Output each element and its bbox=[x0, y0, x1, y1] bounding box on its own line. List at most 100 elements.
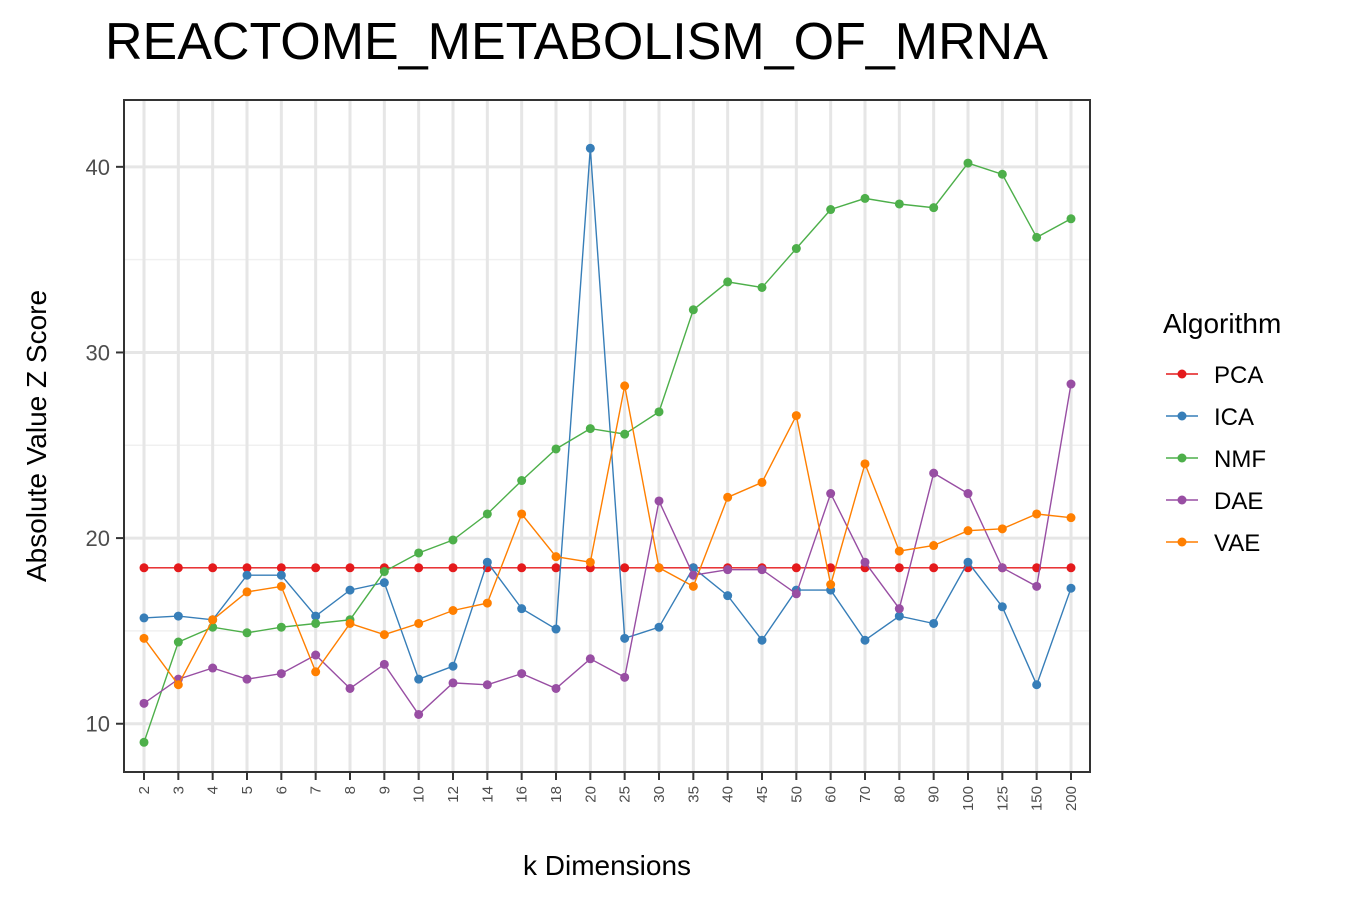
data-point-dae bbox=[448, 678, 458, 688]
x-tick-label: 4 bbox=[205, 786, 222, 794]
data-point-vae bbox=[723, 492, 733, 502]
data-point-dae bbox=[551, 683, 561, 693]
data-point-ica bbox=[482, 557, 492, 567]
data-point-pca bbox=[517, 563, 527, 573]
series-line-nmf bbox=[143, 162, 1072, 743]
x-tick-label: 8 bbox=[342, 786, 359, 794]
legend-label: DAE bbox=[1214, 488, 1263, 515]
data-point-vae bbox=[620, 381, 630, 391]
data-point-ica bbox=[1032, 680, 1042, 690]
x-tick-label: 100 bbox=[960, 786, 977, 811]
data-point-dae bbox=[585, 654, 595, 664]
data-point-ica bbox=[723, 591, 733, 601]
x-axis-title: k Dimensions bbox=[523, 850, 691, 881]
data-point-pca bbox=[345, 563, 355, 573]
data-point-ica bbox=[414, 674, 424, 684]
x-tick-label: 12 bbox=[445, 786, 462, 803]
data-point-vae bbox=[1032, 509, 1042, 519]
data-point-nmf bbox=[929, 203, 939, 213]
data-point-pca bbox=[894, 563, 904, 573]
data-point-ica bbox=[379, 578, 389, 588]
data-point-ica bbox=[860, 635, 870, 645]
data-point-dae bbox=[620, 672, 630, 682]
data-point-nmf bbox=[894, 199, 904, 209]
data-point-vae bbox=[997, 524, 1007, 534]
data-point-dae bbox=[276, 669, 286, 679]
data-point-dae bbox=[482, 680, 492, 690]
grid bbox=[124, 100, 1090, 772]
plot-panel-background bbox=[124, 100, 1090, 772]
data-point-ica bbox=[585, 143, 595, 153]
data-point-ica bbox=[654, 622, 664, 632]
x-tick-label: 2 bbox=[136, 786, 153, 794]
data-point-vae bbox=[551, 552, 561, 562]
data-point-ica bbox=[173, 611, 183, 621]
y-tick-label: 20 bbox=[86, 526, 110, 551]
data-point-vae bbox=[139, 633, 149, 643]
data-point-nmf bbox=[963, 158, 973, 168]
y-tick-label: 30 bbox=[86, 340, 110, 365]
x-tick-label: 40 bbox=[720, 786, 737, 803]
data-point-vae bbox=[379, 630, 389, 640]
data-point-ica bbox=[1066, 583, 1076, 593]
data-point-ica bbox=[929, 618, 939, 628]
data-point-nmf bbox=[482, 509, 492, 519]
data-point-ica bbox=[997, 602, 1007, 612]
data-point-ica bbox=[448, 661, 458, 671]
legend-key-point bbox=[1177, 537, 1187, 547]
data-point-dae bbox=[894, 604, 904, 614]
data-point-ica bbox=[551, 624, 561, 634]
data-point-pca bbox=[414, 563, 424, 573]
data-point-nmf bbox=[723, 277, 733, 287]
data-point-ica bbox=[139, 613, 149, 623]
data-point-dae bbox=[688, 570, 698, 580]
data-point-dae bbox=[860, 557, 870, 567]
x-tick-label: 5 bbox=[239, 786, 256, 794]
data-point-pca bbox=[551, 563, 561, 573]
data-point-dae bbox=[242, 674, 252, 684]
data-point-nmf bbox=[242, 628, 252, 638]
data-point-nmf bbox=[276, 622, 286, 632]
series-line-dae bbox=[143, 383, 1072, 716]
x-tick-label: 200 bbox=[1063, 786, 1080, 811]
data-point-vae bbox=[173, 680, 183, 690]
x-tick-label: 150 bbox=[1029, 786, 1046, 811]
x-tick-label: 18 bbox=[548, 786, 565, 803]
x-tick-label: 80 bbox=[891, 786, 908, 803]
y-tick-label: 40 bbox=[86, 155, 110, 180]
data-point-pca bbox=[448, 563, 458, 573]
chart-title: REACTOME_METABOLISM_OF_MRNA bbox=[105, 13, 1048, 71]
plot-panel-border bbox=[123, 99, 1091, 773]
data-point-pca bbox=[173, 563, 183, 573]
legend-title: Algorithm bbox=[1163, 308, 1281, 339]
data-point-nmf bbox=[757, 282, 767, 292]
legend-label: NMF bbox=[1214, 446, 1266, 473]
data-point-nmf bbox=[551, 444, 561, 454]
data-point-nmf bbox=[311, 618, 321, 628]
series-dae bbox=[139, 379, 1076, 719]
data-point-dae bbox=[1066, 379, 1076, 389]
x-tick-label: 3 bbox=[170, 786, 187, 794]
legend-label: VAE bbox=[1214, 530, 1260, 557]
data-point-nmf bbox=[379, 567, 389, 577]
data-point-pca bbox=[1066, 563, 1076, 573]
data-point-pca bbox=[311, 563, 321, 573]
data-point-dae bbox=[997, 563, 1007, 573]
data-point-vae bbox=[448, 605, 458, 615]
x-tick-label: 16 bbox=[514, 786, 531, 803]
data-point-dae bbox=[311, 650, 321, 660]
data-point-ica bbox=[276, 570, 286, 580]
data-point-pca bbox=[139, 563, 149, 573]
data-point-nmf bbox=[620, 429, 630, 439]
series-layer bbox=[139, 143, 1076, 747]
legend-item-nmf: NMF bbox=[1166, 446, 1266, 473]
x-tick-label: 14 bbox=[479, 786, 496, 803]
data-point-dae bbox=[208, 663, 218, 673]
data-point-pca bbox=[791, 563, 801, 573]
data-point-pca bbox=[242, 563, 252, 573]
data-point-vae bbox=[208, 615, 218, 625]
legend-label: PCA bbox=[1214, 362, 1263, 389]
data-point-dae bbox=[723, 565, 733, 575]
legend-item-dae: DAE bbox=[1166, 488, 1263, 515]
